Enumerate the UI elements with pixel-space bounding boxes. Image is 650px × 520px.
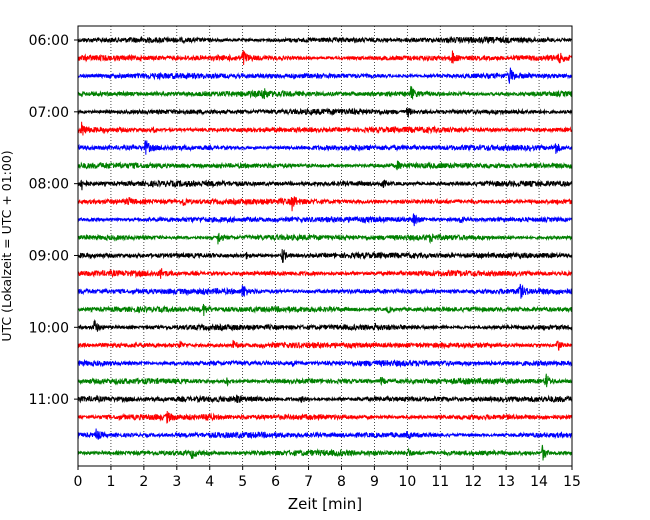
- seismogram-trace: [77, 444, 573, 461]
- seismogram-trace: [77, 428, 573, 440]
- seismogram-trace: [77, 140, 573, 155]
- seismogram-trace: [77, 213, 573, 227]
- seismogram-trace: [77, 107, 573, 118]
- seismogram-trace: [77, 160, 573, 171]
- x-tick-label: 5: [238, 474, 247, 490]
- seismogram-trace: [77, 339, 573, 351]
- x-tick-label: 6: [271, 474, 280, 490]
- x-tick-label: 10: [398, 474, 416, 490]
- x-tick-label: 4: [205, 474, 214, 490]
- y-axis-ticks: 06:00 07:00 08:00 09:00 10:00 11:00: [29, 33, 78, 408]
- seismogram-trace: [77, 283, 573, 299]
- x-tick-label: 13: [497, 474, 515, 490]
- seismogram-trace: [77, 249, 573, 263]
- x-tick-label: 9: [370, 474, 379, 490]
- y-tick-label: 07:00: [29, 105, 69, 121]
- y-tick-label: 09:00: [29, 248, 69, 264]
- seismogram-trace: [77, 85, 573, 101]
- seismogram-trace: [77, 35, 573, 45]
- seismogram-trace: [77, 67, 573, 84]
- seismogram-trace: [77, 268, 573, 279]
- seismogram-trace: [77, 373, 573, 388]
- y-axis-label: UTC (Lokalzeit = UTC + 01:00): [0, 150, 14, 341]
- y-tick-label: 10:00: [29, 320, 69, 336]
- seismogram-trace: [77, 196, 573, 212]
- x-tick-label: 12: [464, 474, 482, 490]
- x-tick-label: 1: [106, 474, 115, 490]
- seismogram-trace: [77, 410, 573, 424]
- y-tick-label: 06:00: [29, 33, 69, 49]
- plot-frame: [77, 25, 573, 467]
- x-axis-label: Zeit [min]: [288, 495, 362, 513]
- seismogram-trace: [77, 319, 573, 332]
- x-axis-ticks: 0 1 2 3 4 5 6 7 8 9 10 11 12 13 14 15: [74, 466, 581, 490]
- x-tick-label: 15: [563, 474, 581, 490]
- seismogram-trace: [77, 232, 573, 245]
- y-tick-label: 11:00: [29, 392, 69, 408]
- seismogram-trace: [77, 121, 573, 136]
- x-tick-label: 8: [337, 474, 346, 490]
- seismogram-trace: [77, 303, 573, 316]
- x-tick-label: 0: [74, 474, 83, 490]
- seismogram-trace: [77, 179, 573, 191]
- x-tick-label: 2: [139, 474, 148, 490]
- grid-lines: [110, 26, 540, 466]
- x-tick-label: 3: [172, 474, 181, 490]
- trace-group: [77, 35, 573, 461]
- y-tick-label: 08:00: [29, 177, 69, 193]
- seismogram-trace: [77, 50, 573, 65]
- seismogram-trace: [77, 358, 573, 368]
- x-tick-label: 14: [530, 474, 548, 490]
- x-tick-label: 7: [304, 474, 313, 490]
- seismogram-trace: [77, 394, 573, 404]
- x-tick-label: 11: [431, 474, 449, 490]
